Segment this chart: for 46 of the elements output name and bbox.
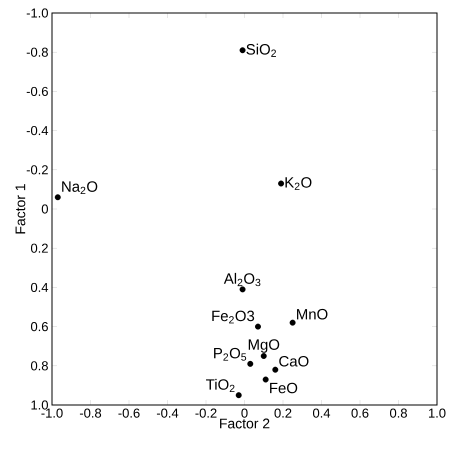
point [54,194,61,200]
y-tick-label: 0.4 [30,282,48,292]
x-tick-label: -1.0 [41,408,63,418]
x-tick-label: -0.2 [195,408,216,418]
x-axis-title: Factor 2 [220,418,270,428]
x-tick-label: -0.6 [118,408,140,418]
y-tick-label: 0 [42,204,48,214]
point [254,324,261,330]
annotation: SiO$_{2}$ [246,44,276,57]
point [278,180,284,187]
x-tick-label: 1.0 [428,408,446,418]
annotation: TiO$_{2}$ [206,378,234,392]
x-tick-label: 0.6 [352,408,368,418]
annotation: CaO [279,356,308,367]
x-tick-label: 0 [241,408,248,418]
y-tick-label: 0.6 [30,322,48,332]
y-tick-label: -1.0 [26,8,48,18]
point [262,376,269,383]
annotation: K$_{2}$O [285,177,312,190]
x-tick-label: 0.4 [313,408,330,418]
y-tick-label: -0.8 [26,48,48,57]
x-tick-label: 0.8 [390,408,407,418]
annotation: Al$_{2}$O$_{3}$ [224,272,260,286]
x-tick-label: 0.2 [274,408,292,418]
point [236,392,242,398]
y-tick-label: -0.4 [26,126,48,136]
y-tick-label: 0.8 [30,361,48,370]
point [240,286,246,292]
point [290,320,296,326]
annotation: FeO [270,382,298,394]
annotation: MnO [297,308,328,320]
y-tick-label: -0.2 [26,165,48,174]
point [247,360,254,367]
x-tick-label: -0.8 [80,408,102,418]
y-tick-label: 1.0 [31,400,48,410]
y-axis-title: Factor 1 [16,184,26,234]
annotation: Fe$_{2}$O3 [212,310,254,324]
point [260,353,267,359]
annotation: P$_{2}$O$_{5}$ [214,348,246,361]
point [272,366,278,373]
y-tick-label: 0.2 [30,244,48,253]
point [240,47,246,54]
annotation: Na$_{2}$O [62,181,98,194]
annotation: MgO [248,339,280,353]
x-tick-label: -0.4 [156,408,178,418]
y-tick-label: -0.6 [26,86,48,96]
